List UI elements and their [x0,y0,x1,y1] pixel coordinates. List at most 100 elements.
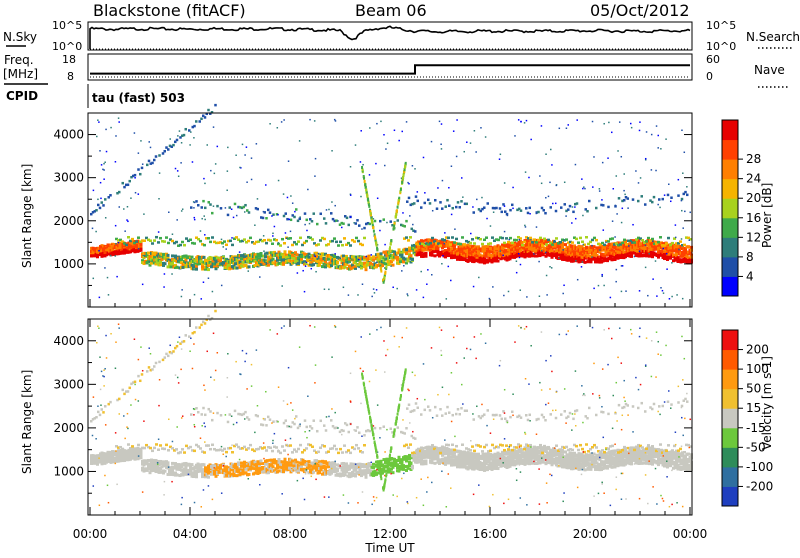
velocity-cell [200,468,203,471]
power-cell [248,265,251,268]
power-cell [581,241,584,244]
power-cell [92,228,94,230]
power-cell [311,238,314,241]
power-cell [221,239,223,241]
power-cell [448,187,450,189]
power-cell [295,208,298,211]
velocity-cell [203,463,206,466]
power-cell [342,222,345,225]
power-cell [563,285,565,287]
power-cell [645,240,648,243]
power-cell [380,252,383,255]
power-cell [599,249,601,251]
power-cell [411,258,414,261]
power-cell [475,151,477,153]
power-cell [611,132,613,134]
power-cell [579,237,582,240]
power-cell [93,190,95,192]
power-cell [405,236,408,239]
power-cell [126,219,128,221]
colorbar-swatch [722,120,738,140]
power-cell [462,196,464,198]
power-cell [455,206,458,209]
power-cell [623,190,625,192]
power-cell [628,245,630,247]
power-cell [183,134,186,137]
power-cell [666,257,669,260]
power-cell [103,169,105,171]
power-cell [239,251,241,253]
power-cell [171,262,174,265]
power-cell [265,217,268,220]
power-cell [558,257,560,259]
power-cell [663,248,665,250]
power-cell [227,214,230,217]
power-cell [404,225,407,228]
power-cell [307,189,309,191]
power-cell [526,120,528,122]
velocity-cell [240,462,243,465]
power-cell [536,226,538,228]
power-cell [282,263,285,266]
power-cell [383,281,385,284]
power-cell [248,211,251,214]
power-cell [357,240,360,243]
power-cell [220,207,223,210]
cpid-text: tau (fast) 503 [92,91,185,105]
power-cell [562,293,564,295]
power-cell [675,224,677,226]
power-cell [681,210,683,212]
power-cell [621,291,623,293]
power-cell [347,242,350,245]
power-cell [159,263,162,266]
velocity-cell [171,470,174,473]
power-scatter [90,104,693,300]
power-cell [139,173,142,176]
power-cell [616,175,618,177]
power-cell [508,239,510,241]
power-cell [163,286,165,288]
power-cell [362,164,364,166]
power-cell [536,213,538,215]
power-cell [439,244,442,247]
power-cell [195,268,198,271]
power-cell [380,121,382,123]
power-cell [664,194,666,196]
power-cell [538,261,540,263]
power-cell [171,273,173,275]
power-cell [667,194,670,197]
noise-left-tick-top: 10^5 [52,19,82,32]
power-cell [644,203,647,206]
power-cell [567,124,569,126]
power-cell [193,125,196,128]
power-cell [182,208,184,210]
power-cell [405,162,407,165]
power-cell [195,200,198,203]
power-cell [269,123,271,125]
power-cell [414,230,417,233]
cpid-label: CPID [6,89,38,103]
power-cell [455,238,458,241]
velocity-cell [296,461,299,464]
power-cell [385,265,387,268]
power-cell [348,294,350,296]
power-cell [177,135,179,137]
power-cell [148,160,151,163]
power-cell [164,273,166,275]
power-cell [520,209,523,212]
power-cell [562,249,564,251]
power-cell [519,257,521,259]
power-cell [504,231,506,233]
power-cell [485,255,488,258]
power-cell [169,138,171,140]
power-cell [319,239,322,242]
power-cell [684,250,687,253]
power-cell [581,178,583,180]
power-cell [341,227,343,229]
power-cell [474,130,476,132]
power-cell [159,237,162,240]
power-cell [274,226,276,228]
power-cell [446,298,448,300]
power-cell [681,130,683,132]
